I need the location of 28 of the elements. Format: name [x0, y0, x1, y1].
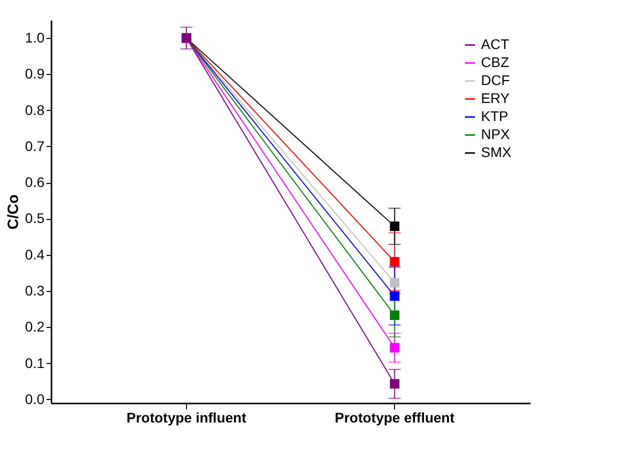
y-tick-label: 0.8 — [25, 102, 45, 118]
legend-label: KTP — [481, 108, 508, 124]
y-tick-label: 0.6 — [25, 174, 45, 190]
legend-label: DCF — [481, 72, 510, 88]
legend-label: ERY — [481, 90, 510, 106]
y-tick-label: 0.0 — [25, 390, 45, 407]
legend-label: ACT — [481, 36, 510, 52]
y-axis-title: C/Co — [5, 194, 22, 230]
legend-label: CBZ — [481, 54, 510, 70]
y-tick-label: 0.3 — [25, 282, 45, 298]
x-tick-label: Prototype influent — [126, 410, 247, 426]
point — [390, 379, 400, 389]
legend-label: SMX — [481, 144, 512, 160]
y-tick-label: 0.1 — [25, 354, 45, 371]
point — [390, 291, 400, 301]
point — [390, 222, 400, 232]
y-tick-label: 1.0 — [25, 30, 45, 46]
x-tick-label: Prototype effluent — [334, 410, 455, 426]
y-tick-label: 0.4 — [25, 246, 45, 262]
point — [390, 342, 400, 352]
point — [390, 256, 400, 266]
y-tick-label: 0.7 — [25, 138, 45, 154]
y-tick-label: 0.2 — [25, 318, 45, 335]
point — [390, 310, 400, 320]
point — [390, 278, 400, 288]
y-tick-label: 0.9 — [25, 66, 45, 82]
y-tick-label: 0.5 — [25, 210, 45, 226]
legend-label: NPX — [481, 126, 510, 142]
